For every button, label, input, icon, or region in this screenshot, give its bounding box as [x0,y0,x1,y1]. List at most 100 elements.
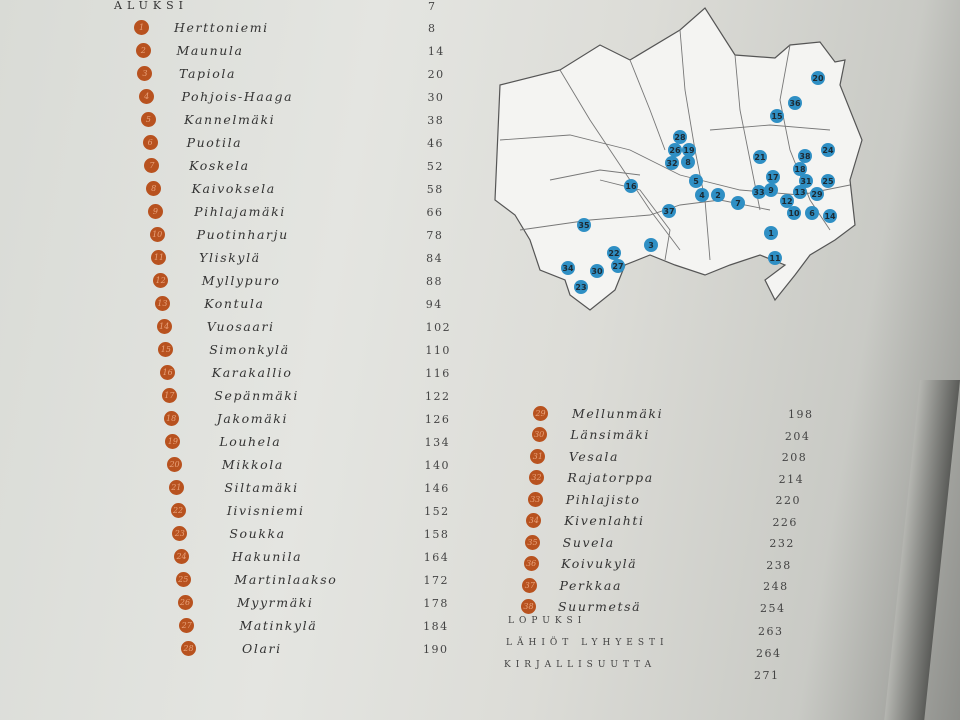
book-spine-shadow [884,380,960,720]
map-marker [788,96,802,110]
entry-page-number: 238 [766,558,792,572]
map-marker-label: 1 [768,229,774,238]
entry-title: Olari [242,640,282,656]
entry-number-badge: 37 [522,577,538,593]
map-marker [793,162,807,176]
entry-title: Pohjois-Haaga [181,88,294,104]
toc-entry: 12 Myllypuro [153,271,280,289]
entry-title: Karakallio [211,364,293,380]
map-marker [682,143,696,157]
entry-page-number: 88 [425,275,443,288]
map-marker-label: 4 [699,191,705,200]
toc-entry: 27 Matinkylä [179,616,317,634]
map-marker-label: 25 [822,177,834,186]
entry-number-badge: 13 [154,295,170,311]
entry-number-badge: 28 [181,640,196,656]
map-marker-label: 26 [669,146,681,155]
entry-title: Iivisniemi [226,502,305,518]
map-marker-label: 32 [666,159,677,168]
entry-title: Koivukylä [561,556,638,571]
map-marker-label: 31 [800,177,812,186]
toc-entry: 29 Mellunmäki [533,404,663,422]
toc-entry: 17 Sepänmäki [161,386,300,404]
map-marker-label: 22 [608,249,619,258]
closing-section-page: 271 [754,669,780,682]
entry-title: Puotila [186,134,243,150]
toc-entry: 18 Jakomäki [163,409,288,427]
toc-entry: 3 Tapiola [137,64,236,82]
map-marker-label: 6 [809,209,815,218]
toc-entry: 4 Pohjois-Haaga [139,87,293,105]
entry-number-badge: 12 [153,272,169,288]
entry-number-badge: 15 [158,341,174,357]
map-marker [665,156,679,170]
entry-title: Siltamäki [224,479,299,495]
entry-page-number: 214 [778,472,805,486]
entry-page-number: 14 [427,45,445,58]
entry-title: Sepänmäki [214,387,300,403]
entry-page-number: 190 [423,643,449,656]
entry-number-badge: 20 [167,456,183,472]
entry-page-number: 232 [769,537,795,550]
map-marker [752,185,766,199]
toc-entry: 13 Kontula [154,294,265,312]
entry-number-badge: 24 [174,548,190,564]
entry-title: Hakunila [231,548,303,564]
entry-page-number: 178 [423,597,449,610]
entry-number-badge: 8 [146,180,162,196]
closing-section-page: 263 [758,625,784,638]
entry-number-badge: 34 [526,513,542,528]
entry-number-badge: 30 [531,427,547,442]
entry-number-badge: 25 [175,571,191,587]
toc-entry: 11 Yliskylä [151,248,260,266]
entry-title: Mikkola [221,456,284,472]
toc-entry: 19 Louhela [165,432,281,450]
map-marker-label: 28 [674,133,686,142]
entry-title: Myllypuro [201,272,281,288]
entry-page-number: 198 [788,408,814,421]
map-marker-label: 36 [789,99,801,108]
entry-title: Kaivoksela [191,180,276,196]
map-marker-label: 11 [769,254,781,263]
map-marker [821,174,835,188]
map-marker [768,251,782,265]
map-marker [681,155,695,169]
toc-entry: 14 Vuosaari [156,317,275,335]
entry-page-number: 254 [760,601,786,615]
section-intro-page: 7 [428,0,437,13]
map-marker-label: 12 [781,197,792,206]
map-marker [607,246,621,260]
entry-page-number: 66 [426,206,444,219]
entry-title: Yliskylä [199,249,261,265]
map-marker-label: 23 [575,283,586,292]
entry-page-number: 84 [426,252,444,265]
toc-entry: 7 Koskela [144,156,249,174]
closing-section-page: 264 [756,647,782,660]
toc-entry: 8 Kaivoksela [146,179,276,197]
entry-page-number: 164 [423,551,450,564]
toc-entry: 24 Hakunila [174,547,302,565]
entry-title: Mellunmäki [572,405,664,421]
map-marker-label: 5 [693,177,699,186]
map-marker [695,188,709,202]
entry-page-number: 58 [426,183,444,196]
map-marker-label: 38 [799,152,811,161]
entry-title: Myyrmäki [236,594,314,610]
map-marker [561,261,575,275]
map-marker [590,264,604,278]
map-marker-label: 9 [768,186,774,195]
entry-page-number: 30 [427,91,445,104]
entry-number-badge: 10 [149,226,165,242]
toc-entry: 32 Rajatorppa [529,469,654,487]
entry-title: Pihlajisto [565,491,641,507]
entry-title: Martinlaakso [234,571,338,587]
map-marker-label: 2 [715,191,721,200]
entry-number-badge: 5 [140,111,156,127]
entry-number-badge: 9 [147,203,163,219]
entry-number-badge: 33 [527,491,543,507]
map-marker [753,150,767,164]
toc-entry: 30 Länsimäki [531,426,650,444]
entry-number-badge: 22 [170,502,186,518]
entry-title: Tapiola [179,65,237,81]
